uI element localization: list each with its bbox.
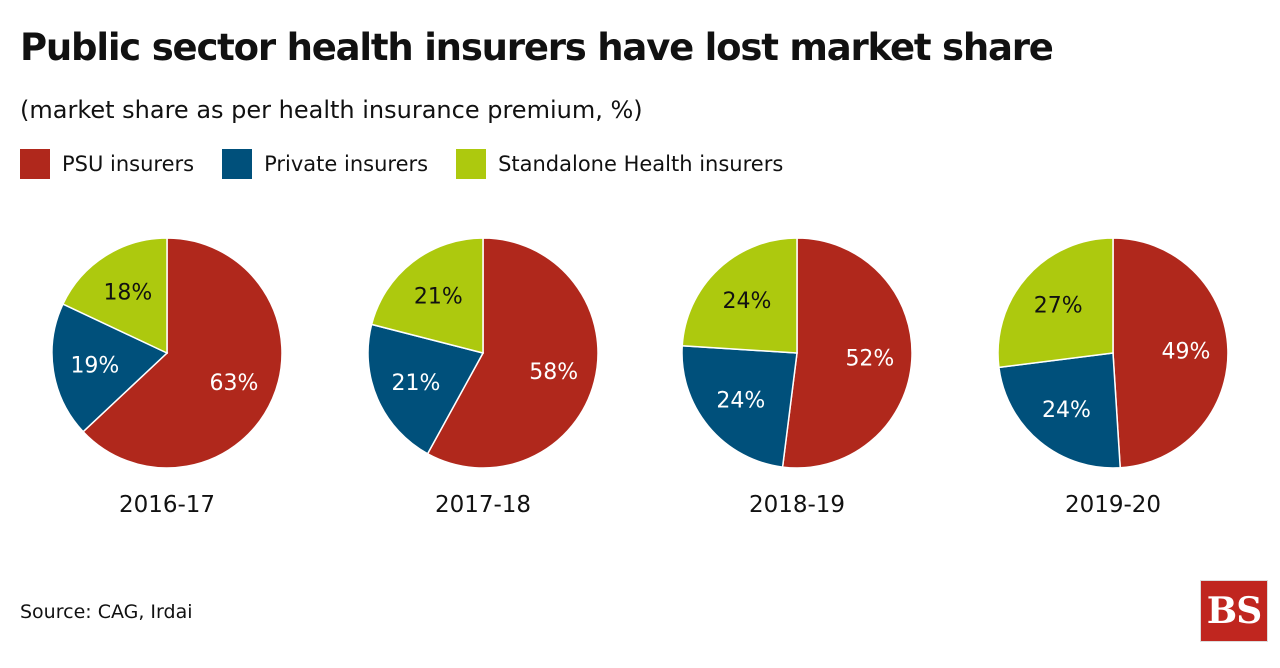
pie-2018-19: 52% 24% 24% 2018-19 bbox=[681, 237, 913, 518]
legend-swatch-psu bbox=[20, 149, 50, 179]
slice-psu-2019-20 bbox=[1112, 237, 1229, 469]
legend-label-private: Private insurers bbox=[264, 152, 429, 176]
legend-label-psu: PSU insurers bbox=[62, 152, 195, 176]
slice-standalone-2019-20 bbox=[997, 237, 1114, 369]
slice-private-2018-19 bbox=[681, 344, 798, 468]
legend-swatch-private bbox=[222, 149, 253, 179]
pie-2017-18: 58% 21% 21% 2017-18 bbox=[367, 237, 599, 518]
bs-logo-text: BS bbox=[1206, 590, 1262, 632]
slice-label-standalone-2016-17: 18% bbox=[103, 280, 152, 305]
chart-title: Public sector health insurers have lost … bbox=[20, 26, 1054, 69]
pie-caption-2016-17: 2016-17 bbox=[119, 492, 215, 518]
legend-item-psu: PSU insurers bbox=[20, 149, 194, 179]
slice-psu-2017-18 bbox=[426, 237, 599, 469]
legend-item-private: Private insurers bbox=[222, 149, 428, 179]
slice-standalone-2016-17 bbox=[61, 237, 168, 355]
bs-logo: BS bbox=[1200, 580, 1268, 642]
source-note: Source: CAG, Irdai bbox=[20, 601, 193, 623]
slice-label-private-2017-18: 21% bbox=[392, 371, 441, 396]
slice-standalone-2018-19 bbox=[681, 237, 798, 354]
slice-psu-2018-19 bbox=[781, 237, 913, 469]
pie-caption-2017-18: 2017-18 bbox=[435, 492, 531, 518]
slice-label-private-2018-19: 24% bbox=[716, 389, 765, 414]
slice-private-2016-17 bbox=[51, 303, 169, 433]
slice-label-psu-2016-17: 63% bbox=[210, 371, 259, 396]
slice-label-psu-2017-18: 58% bbox=[529, 360, 578, 385]
slice-label-standalone-2018-19: 24% bbox=[723, 289, 772, 314]
slice-psu-2016-17 bbox=[82, 237, 283, 469]
slice-private-2017-18 bbox=[367, 323, 485, 455]
slice-standalone-2017-18 bbox=[370, 237, 484, 354]
pie-2016-17: 63% 19% 18% 2016-17 bbox=[51, 237, 283, 518]
slice-label-standalone-2019-20: 27% bbox=[1034, 294, 1083, 319]
legend-item-standalone: Standalone Health insurers bbox=[456, 149, 783, 179]
slice-label-private-2019-20: 24% bbox=[1042, 398, 1091, 423]
pie-caption-2018-19: 2018-19 bbox=[749, 492, 845, 518]
pie-caption-2019-20: 2019-20 bbox=[1065, 492, 1161, 518]
slice-label-psu-2019-20: 49% bbox=[1162, 340, 1211, 365]
slice-label-standalone-2017-18: 21% bbox=[414, 284, 463, 309]
legend-label-standalone: Standalone Health insurers bbox=[498, 152, 784, 176]
slice-label-psu-2018-19: 52% bbox=[845, 347, 894, 372]
pie-2019-20: 49% 24% 27% 2019-20 bbox=[997, 237, 1229, 518]
legend-swatch-standalone bbox=[456, 149, 487, 179]
chart-subtitle: (market share as per health insurance pr… bbox=[20, 96, 643, 124]
slice-private-2019-20 bbox=[998, 352, 1122, 469]
slice-label-private-2016-17: 19% bbox=[70, 353, 119, 378]
legend: PSU insurers Private insurers Standalone… bbox=[20, 149, 811, 179]
